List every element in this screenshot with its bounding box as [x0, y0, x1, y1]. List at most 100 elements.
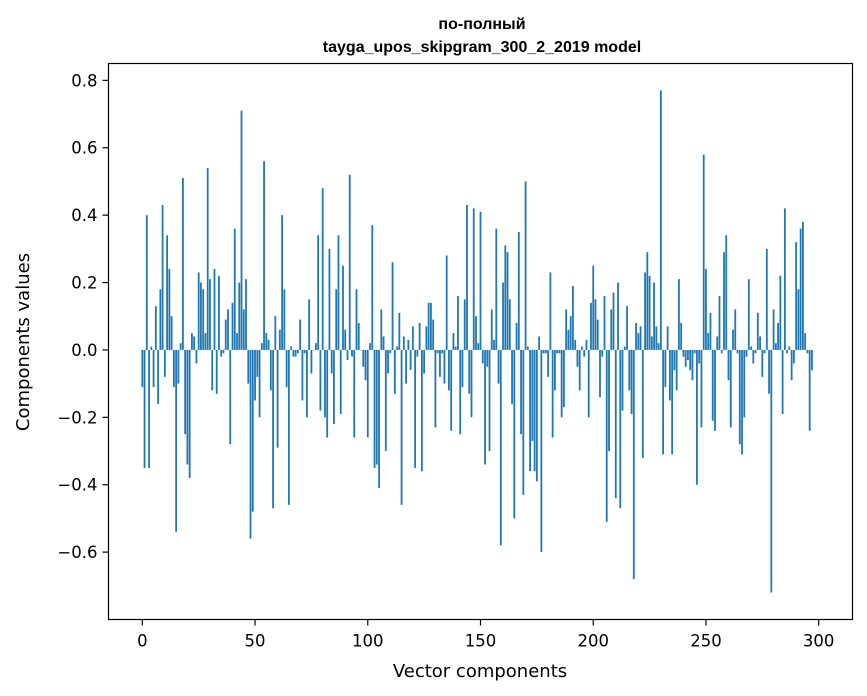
bar	[544, 349, 547, 354]
bar	[549, 272, 552, 350]
bar	[204, 333, 207, 350]
bar	[342, 265, 344, 350]
bar	[375, 349, 378, 465]
bar	[231, 302, 234, 350]
bar	[653, 282, 655, 350]
bar	[188, 349, 191, 478]
bar	[590, 302, 592, 350]
bar	[369, 343, 371, 350]
bar	[290, 346, 293, 350]
bar	[348, 174, 351, 350]
bar	[506, 252, 509, 350]
bar	[763, 349, 766, 354]
bar	[436, 349, 439, 354]
bar	[522, 349, 525, 495]
bar	[303, 349, 306, 354]
bar	[687, 349, 689, 361]
bar	[761, 349, 764, 377]
bar	[572, 285, 574, 350]
bar	[623, 346, 626, 350]
bar	[405, 349, 407, 384]
y-tick-label: −0.4	[57, 476, 97, 495]
bar	[296, 349, 299, 354]
bar	[707, 333, 710, 350]
bar	[333, 349, 335, 425]
bar	[396, 346, 398, 350]
bar	[287, 349, 290, 505]
bar	[759, 336, 761, 350]
bar	[696, 349, 698, 485]
bar	[689, 349, 692, 371]
y-tick-label: 0.2	[71, 274, 97, 293]
bar	[736, 349, 739, 354]
bar	[378, 349, 380, 489]
bar	[315, 343, 317, 350]
bar	[220, 349, 223, 357]
bar	[628, 349, 631, 391]
bar	[729, 349, 732, 428]
bar	[493, 339, 495, 350]
bar	[520, 349, 522, 435]
bar	[673, 349, 676, 371]
bar	[278, 329, 281, 350]
bar	[646, 252, 649, 350]
bar	[554, 349, 556, 391]
bar	[265, 333, 268, 350]
bar	[427, 302, 430, 350]
bar	[227, 309, 229, 350]
bar	[317, 235, 320, 350]
bar	[179, 343, 182, 350]
bar	[258, 349, 261, 418]
bar	[490, 309, 493, 350]
bar	[508, 299, 511, 350]
bar	[599, 349, 601, 398]
bar	[344, 329, 347, 350]
bar	[152, 349, 155, 387]
bar	[393, 349, 396, 394]
bar	[802, 221, 804, 350]
bar	[741, 349, 743, 455]
bar	[641, 349, 644, 458]
bar	[533, 349, 536, 472]
bar	[678, 279, 680, 350]
y-axis-ticks: −0.6 −0.4 −0.2 0.0 0.2 0.4 0.6 0.8	[57, 71, 109, 562]
x-axis-label: Vector components	[393, 661, 567, 682]
bar	[389, 349, 392, 354]
bar	[154, 306, 157, 350]
bar	[811, 349, 813, 371]
bar	[382, 336, 385, 350]
bar	[168, 269, 171, 350]
bar	[610, 309, 613, 350]
bar	[795, 242, 798, 350]
bar	[698, 349, 701, 364]
bar	[197, 272, 200, 350]
bar	[612, 292, 615, 350]
bar	[439, 349, 441, 377]
bar	[242, 309, 245, 350]
bar	[768, 349, 770, 394]
bar	[218, 275, 220, 350]
bar	[650, 336, 653, 350]
bar	[276, 349, 279, 448]
bar	[281, 215, 283, 350]
bar	[551, 349, 554, 438]
bar	[684, 349, 687, 367]
bar	[709, 312, 712, 350]
bar	[335, 289, 338, 350]
bar	[790, 349, 793, 381]
bar	[459, 349, 462, 435]
bar	[380, 309, 383, 350]
bar	[206, 167, 209, 350]
bar	[655, 326, 658, 350]
bar	[747, 279, 750, 350]
bar	[172, 349, 175, 387]
bar	[362, 349, 365, 367]
bar	[481, 349, 484, 364]
bar	[443, 349, 446, 384]
bar	[337, 235, 340, 350]
bar	[497, 349, 500, 384]
bar	[285, 349, 288, 387]
bar	[308, 299, 311, 350]
bar	[420, 349, 423, 472]
bar	[141, 349, 144, 387]
